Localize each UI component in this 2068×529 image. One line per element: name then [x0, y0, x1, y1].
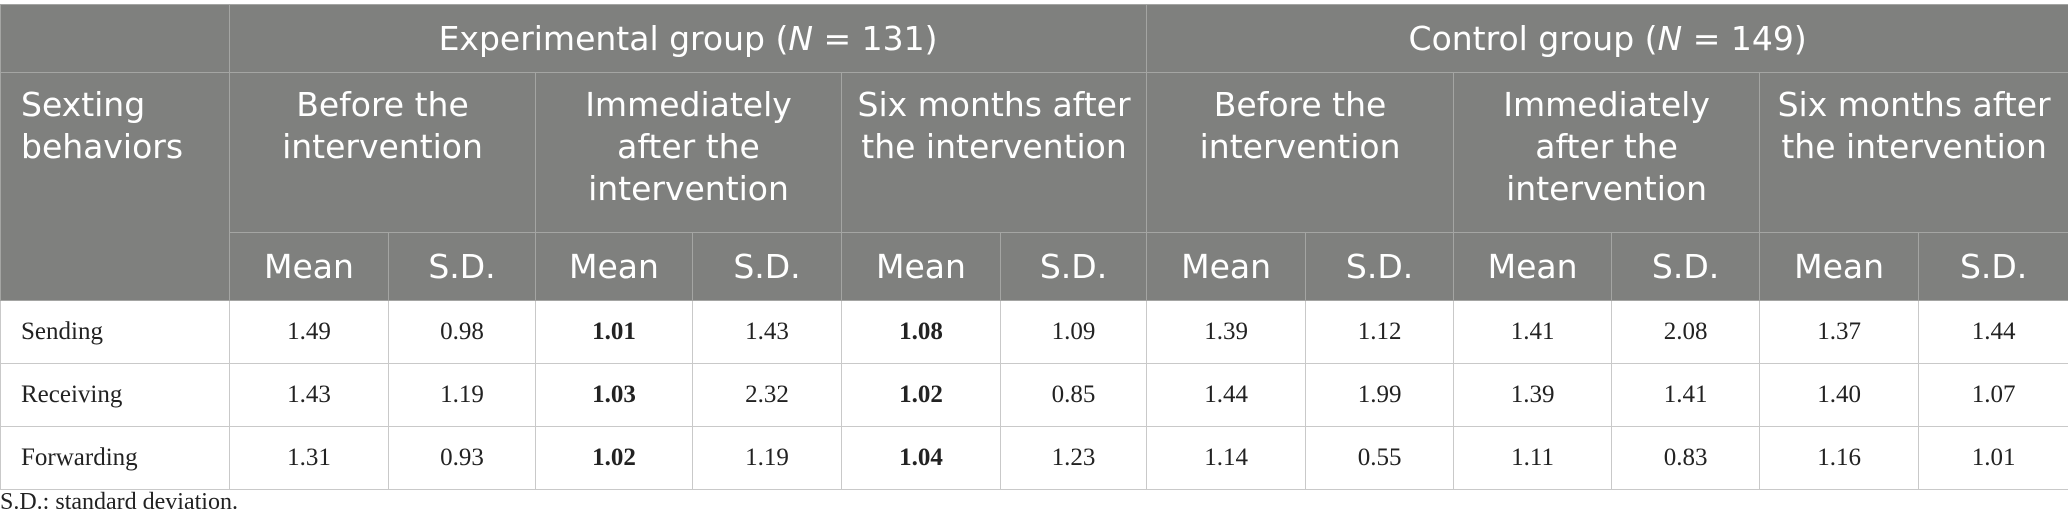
mean-header: Mean: [1759, 232, 1920, 301]
sd-header: S.D.: [1305, 232, 1455, 301]
value-cell: 1.08: [841, 300, 1001, 364]
exp-before-header: Before the intervention: [229, 72, 536, 233]
experimental-n-value: = 131): [813, 18, 938, 58]
value-cell: 1.19: [388, 363, 536, 427]
experimental-n-symbol: N: [788, 18, 814, 58]
value-cell: 1.03: [535, 363, 693, 427]
value-cell: 1.09: [999, 300, 1148, 364]
table-row: Sending 1.49 0.98 1.01 1.43 1.08 1.09 1.…: [0, 300, 2068, 364]
table-footnote: S.D.: standard deviation.: [0, 489, 238, 515]
value-cell: 0.85: [999, 363, 1148, 427]
value-cell: 1.12: [1305, 300, 1455, 364]
control-group-label: Control group (: [1408, 18, 1658, 58]
value-cell: 1.44: [1146, 363, 1307, 427]
exp-immediately-header: Immediately after the intervention: [535, 72, 842, 233]
value-cell: 1.16: [1759, 426, 1920, 490]
experimental-group-label: Experimental group (: [438, 18, 789, 58]
value-cell: 1.37: [1759, 300, 1920, 364]
value-cell: 2.32: [692, 363, 842, 427]
table-row: Receiving 1.43 1.19 1.03 2.32 1.02 0.85 …: [0, 363, 2068, 427]
experimental-group-header: Experimental group (N = 131): [228, 4, 1148, 73]
value-cell: 1.01: [535, 300, 693, 364]
value-cell: 1.41: [1453, 300, 1613, 364]
stat-header-row: Mean S.D. Mean S.D. Mean S.D. Mean S.D. …: [1, 232, 2068, 301]
sd-header: S.D.: [999, 232, 1148, 301]
value-cell: 1.19: [692, 426, 842, 490]
value-cell: 1.23: [999, 426, 1148, 490]
exp-six-months-header: Six months after the intervention: [840, 72, 1148, 233]
group-header-row: Experimental group (N = 131) Control gro…: [0, 4, 2068, 73]
sd-header: S.D.: [692, 232, 842, 301]
value-cell: 2.08: [1611, 300, 1761, 364]
mean-header: Mean: [841, 232, 1001, 301]
empty-corner-cell: [0, 4, 230, 73]
mean-header: Mean: [535, 232, 693, 301]
control-n-symbol: N: [1657, 18, 1683, 58]
sd-header: S.D.: [388, 232, 536, 301]
value-cell: 1.43: [229, 363, 389, 427]
value-cell: 1.04: [841, 426, 1001, 490]
value-cell: 1.39: [1453, 363, 1613, 427]
mean-header: Mean: [1146, 232, 1307, 301]
value-cell: 1.07: [1918, 363, 2068, 427]
value-cell: 1.40: [1759, 363, 1920, 427]
sd-header: S.D.: [1918, 232, 2068, 301]
ctrl-immediately-header: Immediately after the intervention: [1453, 72, 1761, 233]
value-cell: 1.11: [1453, 426, 1613, 490]
value-cell: 1.01: [1918, 426, 2068, 490]
control-group-header: Control group (N = 149): [1146, 4, 2068, 73]
row-label: Receiving: [0, 363, 230, 427]
row-label: Sending: [0, 300, 230, 364]
value-cell: 1.43: [692, 300, 842, 364]
mean-header: Mean: [1453, 232, 1613, 301]
value-cell: 0.98: [388, 300, 536, 364]
value-cell: 1.31: [229, 426, 389, 490]
mean-header: Mean: [229, 232, 389, 301]
table-row: Forwarding 1.31 0.93 1.02 1.19 1.04 1.23…: [0, 426, 2068, 490]
value-cell: 1.14: [1146, 426, 1307, 490]
row-header-cell: Sexting behaviors: [0, 72, 230, 301]
sd-header: S.D.: [1611, 232, 1761, 301]
results-table: Experimental group (N = 131) Control gro…: [0, 4, 2068, 490]
ctrl-before-header: Before the intervention: [1146, 72, 1455, 233]
value-cell: 1.39: [1146, 300, 1307, 364]
value-cell: 0.83: [1611, 426, 1761, 490]
value-cell: 1.41: [1611, 363, 1761, 427]
timepoint-header-row: Sexting behaviors Before the interventio…: [0, 72, 2068, 301]
control-n-value: = 149): [1682, 18, 1807, 58]
value-cell: 1.02: [841, 363, 1001, 427]
ctrl-six-months-header: Six months after the intervention: [1759, 72, 2068, 233]
row-label: Forwarding: [0, 426, 230, 490]
value-cell: 0.93: [388, 426, 536, 490]
value-cell: 1.99: [1305, 363, 1455, 427]
value-cell: 1.02: [535, 426, 693, 490]
value-cell: 1.44: [1918, 300, 2068, 364]
value-cell: 0.55: [1305, 426, 1455, 490]
value-cell: 1.49: [229, 300, 389, 364]
